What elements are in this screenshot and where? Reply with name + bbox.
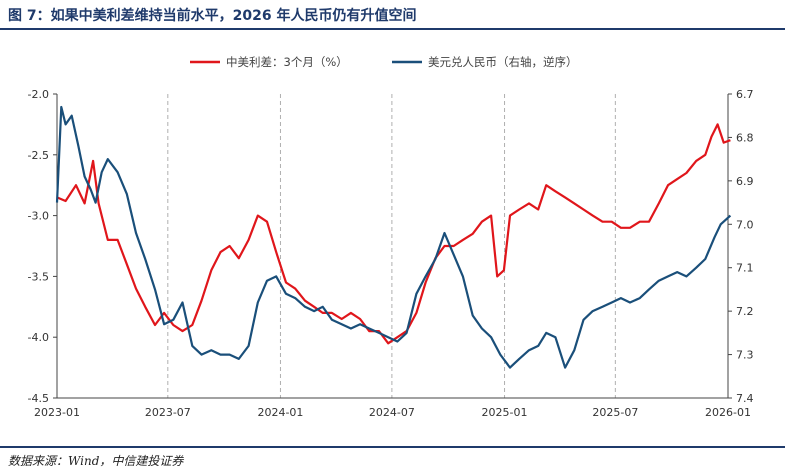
y-left-tick-label: -4.5: [28, 392, 49, 405]
chart-title: 图 7：如果中美利差维持当前水平，2026 年人民币仍有升值空间: [8, 8, 417, 24]
x-tick-label: 2023-07: [145, 406, 191, 419]
x-tick-label: 2025-01: [482, 406, 528, 419]
y-left-tick-label: -2.0: [28, 88, 49, 101]
series-line-2: [55, 105, 732, 369]
x-tick-label: 2025-07: [592, 406, 638, 419]
y-right-tick-label: 7.0: [736, 218, 754, 231]
series-layer: [55, 105, 732, 369]
x-tick-label: 2024-01: [257, 406, 303, 419]
legend: 中美利差：3个月（%） 美元兑人民币（右轴，逆序）: [190, 55, 578, 69]
y-right-tick-label: 6.9: [736, 175, 754, 188]
y-right-tick-label: 7.2: [736, 305, 754, 318]
x-tick-label: 2026-01: [705, 406, 751, 419]
y-right-tick-label: 7.1: [736, 262, 754, 275]
y-right-tick-label: 7.3: [736, 349, 754, 362]
legend-label-1: 中美利差：3个月（%）: [226, 55, 348, 69]
y-right-tick-label: 6.7: [736, 88, 754, 101]
legend-label-2: 美元兑人民币（右轴，逆序）: [428, 55, 578, 69]
y-left-tick-label: -2.5: [28, 149, 49, 162]
source-note: 数据来源：Wind，中信建投证券: [8, 454, 184, 468]
chart-area: 2023-01 2023-07 2024-01 2024-07 2025-01 2025-…: [28, 55, 754, 419]
x-tick-label: 2023-01: [34, 406, 80, 419]
y-right-tick-label: 7.4: [736, 392, 754, 405]
axes: 2023-01 2023-07 2024-01 2024-07 2025-01 2025-…: [28, 88, 754, 419]
y-left-tick-label: -3.0: [28, 210, 49, 223]
y-left-tick-label: -3.5: [28, 270, 49, 283]
bottom-rule: [0, 446, 785, 448]
x-tick-label: 2024-07: [369, 406, 415, 419]
top-rule: [0, 28, 785, 30]
y-right-tick-label: 6.8: [736, 131, 754, 144]
y-left-tick-label: -4.0: [28, 331, 49, 344]
series-line-1: [56, 123, 731, 345]
